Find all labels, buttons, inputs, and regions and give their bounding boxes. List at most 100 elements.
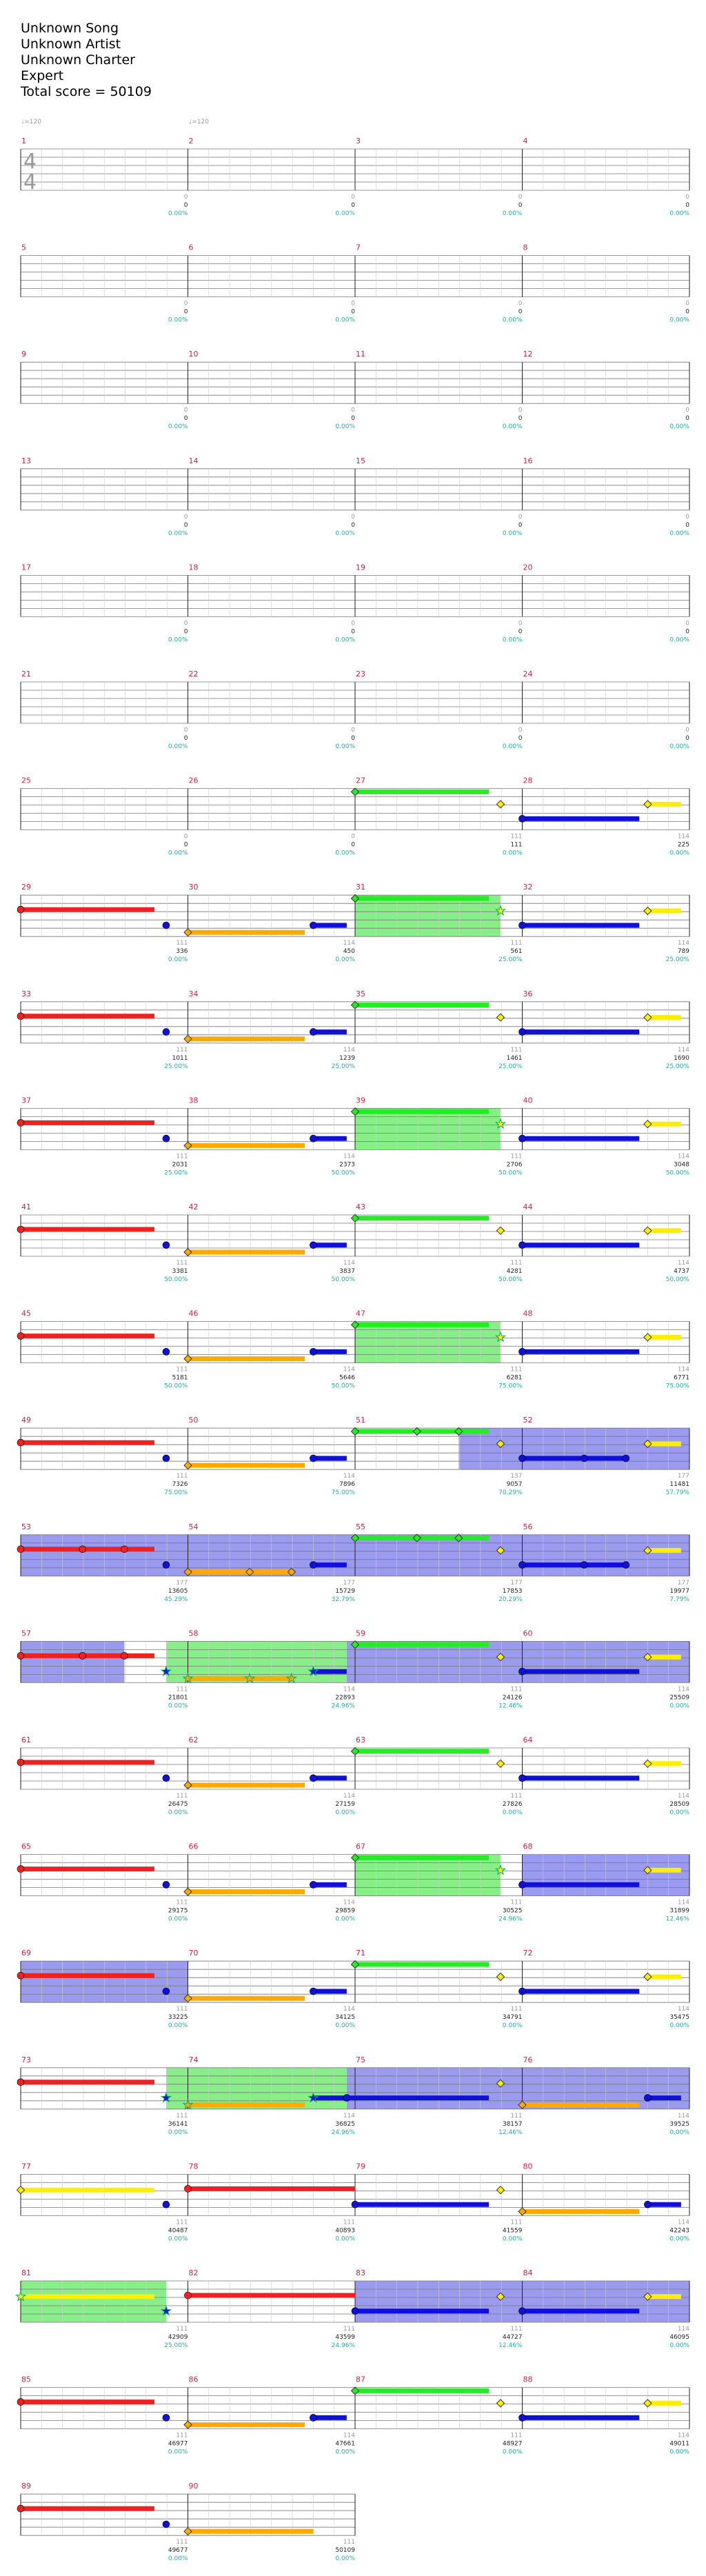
- measure-score: 0: [685, 202, 689, 209]
- note-blue: [518, 2307, 526, 2315]
- measure-tick-value: 111: [176, 2433, 188, 2439]
- measure-tick-value: 0: [518, 407, 523, 414]
- note-blue: [162, 1561, 170, 1569]
- measure-number: 75: [356, 2055, 365, 2064]
- note-orange: [183, 1141, 192, 1150]
- measure-percent: 50.00%: [666, 1169, 690, 1176]
- measure-tick-value: 114: [343, 1153, 355, 1160]
- measure-row: 25000.00%26000.00%271111110.00%281142250…: [20, 776, 690, 857]
- measure-score: 21801: [168, 1694, 188, 1701]
- note-yellow: [643, 1013, 652, 1022]
- measure-score: 5646: [339, 1375, 355, 1382]
- measure-tick-value: 114: [343, 1793, 355, 1800]
- measure-number: 33: [21, 989, 31, 998]
- measure-score: 0: [351, 628, 355, 635]
- note-orange: [183, 1887, 192, 1896]
- note-green: [454, 1427, 463, 1436]
- note-yellow: [496, 1972, 505, 1982]
- measure-score: 40893: [335, 2227, 355, 2234]
- note-orange: [183, 927, 192, 937]
- measure-score: 0: [351, 415, 355, 422]
- measure-percent: 50.00%: [498, 1169, 523, 1176]
- note-blue: [162, 1881, 170, 1889]
- star-note-orange: [182, 1672, 194, 1684]
- measure-score: 0: [518, 522, 523, 529]
- measure-number: 29: [21, 883, 31, 892]
- measure-number: 12: [523, 350, 533, 359]
- measure-tick-value: 0: [184, 301, 188, 308]
- note-blue: [162, 1241, 170, 1249]
- measure-percent: 0.00%: [168, 2449, 188, 2456]
- measure-tick-value: 114: [343, 1686, 355, 1693]
- star-note-yellow: [494, 905, 507, 916]
- measure-score: 789: [678, 948, 689, 955]
- measure-tick-value: 114: [343, 940, 355, 947]
- measure-score: 6771: [674, 1375, 689, 1382]
- measure-score: 19977: [669, 1588, 689, 1595]
- measure-number: 41: [21, 1203, 31, 1211]
- measure-row: 41111338150.00%42114383750.00%4311142815…: [17, 1203, 690, 1283]
- measure-percent: 0.00%: [335, 317, 355, 324]
- measure-percent: 0.00%: [669, 850, 689, 857]
- measure-number: 26: [189, 776, 199, 785]
- measure-number: 77: [21, 2162, 31, 2171]
- measure-score: 44727: [503, 2334, 523, 2341]
- measure-percent: 0.00%: [503, 2022, 523, 2029]
- measure-tick-value: 114: [678, 1367, 689, 1373]
- measure-percent: 50.00%: [332, 1383, 356, 1390]
- measure-percent: 75.00%: [498, 1383, 523, 1390]
- measure-tick-value: 0: [351, 834, 355, 841]
- measure-percent: 24.96%: [332, 1702, 356, 1709]
- note-green: [412, 1533, 421, 1542]
- tempo-marker: ♩=120: [21, 119, 41, 125]
- measure-score: 0: [184, 202, 188, 209]
- measure-percent: 25.00%: [498, 956, 523, 963]
- measure-score: 42909: [168, 2334, 188, 2341]
- measure-tick-value: 111: [176, 2326, 188, 2333]
- note-yellow: [643, 1866, 652, 1875]
- measure-percent: 0.00%: [335, 743, 355, 750]
- measure-percent: 0.00%: [503, 2449, 523, 2456]
- note-green: [350, 894, 360, 903]
- note-blue: [310, 1454, 317, 1462]
- measure-tick-value: 114: [678, 1900, 689, 1906]
- note-green: [350, 1000, 360, 1009]
- measure-percent: 50.00%: [332, 1276, 356, 1283]
- measure-row: 33111101125.00%34114123925.00%3511114612…: [17, 989, 690, 1070]
- note-yellow: [643, 1439, 652, 1449]
- measure-score: 0: [518, 309, 523, 316]
- measure-number: 60: [523, 1629, 533, 1638]
- measure-percent: 0.00%: [669, 210, 689, 217]
- note-orange: [518, 2100, 527, 2110]
- starpower-region: [165, 1641, 347, 1683]
- note-orange: [518, 2207, 527, 2216]
- note-green: [350, 1747, 360, 1756]
- measure-score: 3381: [172, 1268, 188, 1275]
- measure-tick-value: 0: [685, 514, 689, 521]
- measure-tick-value: 111: [176, 940, 188, 947]
- measure-percent: 0.00%: [335, 2235, 355, 2242]
- measure-tick-value: 111: [176, 1260, 188, 1267]
- measure-number: 6: [189, 243, 194, 252]
- measure-tick-value: 111: [510, 1047, 522, 1054]
- measure-score: 561: [510, 948, 522, 955]
- measure-score: 36141: [168, 2121, 188, 2128]
- measure-tick-value: 177: [678, 1580, 689, 1587]
- measure-number: 23: [356, 670, 365, 678]
- measure-score: 0: [184, 628, 188, 635]
- star-note-yellow: [14, 2291, 27, 2302]
- measure-tick-value: 114: [678, 2219, 689, 2226]
- note-blue: [162, 1028, 170, 1036]
- note-red: [17, 2078, 25, 2086]
- starpower-region: [165, 2067, 347, 2109]
- note-red: [17, 1865, 25, 1873]
- measure-tick-value: 111: [510, 1686, 522, 1693]
- measure-tick-value: 114: [678, 1153, 689, 1160]
- note-orange: [183, 1354, 192, 1363]
- measure-number: 81: [21, 2268, 31, 2277]
- measure-number: 53: [21, 1522, 31, 1531]
- measure-tick-value: 0: [518, 301, 523, 308]
- note-blue: [162, 2520, 170, 2528]
- measure-tick-value: 0: [685, 301, 689, 308]
